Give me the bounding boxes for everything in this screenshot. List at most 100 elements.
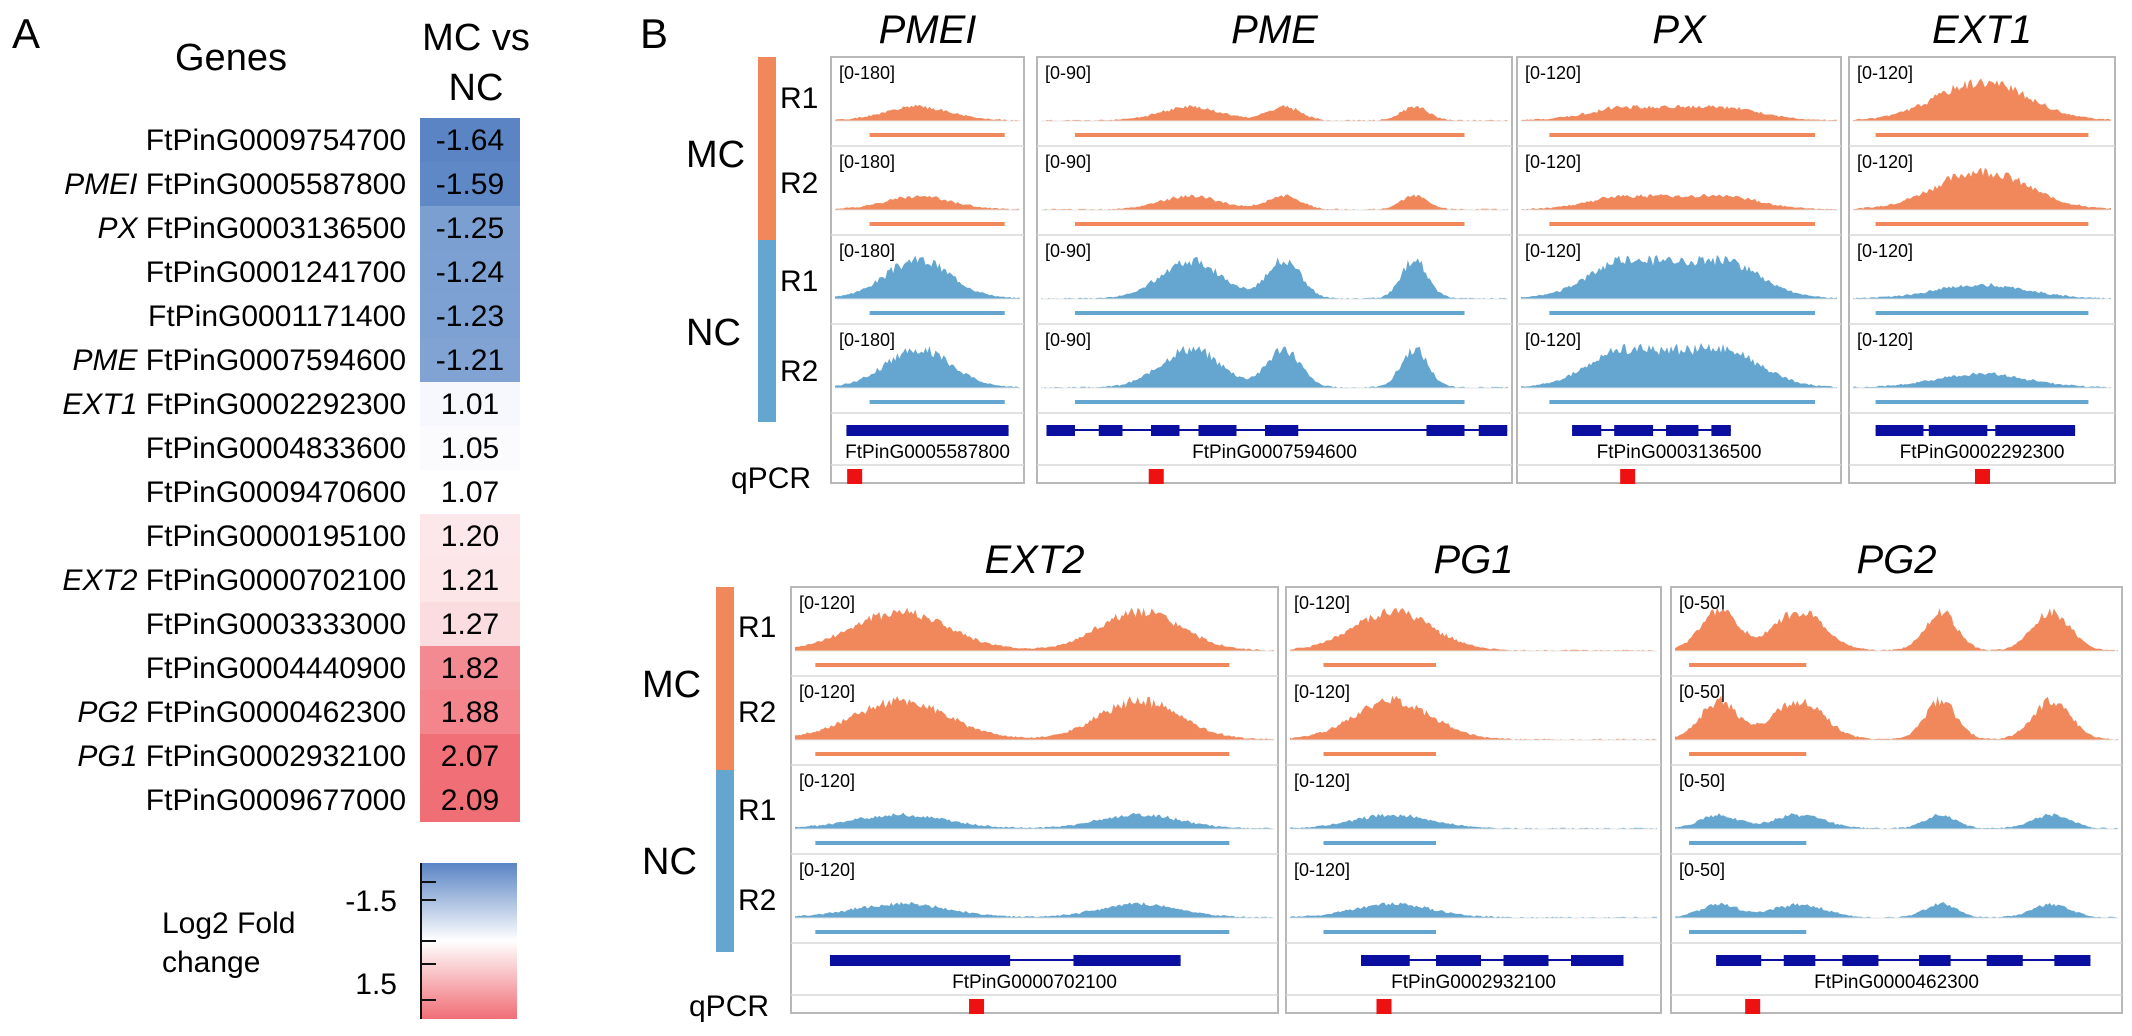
gene-symbol: PG1 — [77, 740, 145, 773]
peak-region — [1323, 930, 1436, 934]
gene-row-label: PG1 FtPinG0002932100 — [77, 740, 406, 773]
gene-id: FtPinG0002932100 — [146, 740, 406, 773]
gene-symbol: PME — [72, 344, 145, 377]
track-frame — [1670, 586, 2123, 1014]
coverage-signal — [1041, 345, 1508, 388]
track-range: [0-120] — [1294, 593, 1350, 613]
track-gene-title: PG2 — [1856, 538, 1936, 582]
qpcr-marker — [847, 469, 863, 484]
track-range: [0-90] — [1045, 63, 1091, 83]
coverage-signal — [1521, 194, 1837, 210]
track-frame — [1285, 586, 1662, 1014]
coverage-signal — [835, 195, 1020, 210]
col-header-line2: NC — [449, 67, 504, 109]
gene-exon — [1986, 955, 2023, 966]
peak-region — [1323, 841, 1436, 845]
coverage-signal — [1041, 194, 1508, 210]
track-range: [0-50] — [1679, 593, 1725, 613]
coverage-signal — [795, 696, 1274, 740]
heatmap-value: 1.01 — [441, 388, 499, 421]
color-legend: -1.5 1.5 Log2 Fold change — [162, 863, 517, 1019]
gene-id: FtPinG0003333000 — [146, 608, 406, 641]
gene-id: FtPinG0001171400 — [148, 300, 406, 333]
track-range: [0-120] — [799, 771, 855, 791]
coverage-signal — [1521, 254, 1837, 299]
sample-bar-top: MC NC R1 R2 R1 R2 qPCR — [686, 57, 818, 495]
panel-b: B MC NC R1 R2 R1 R2 qPCR MC NC R1 R2 R1 … — [640, 8, 2123, 1023]
gene-exon — [846, 425, 1009, 436]
heatmap-value: 2.09 — [441, 784, 499, 817]
gene-exon — [1572, 425, 1602, 436]
gene-exon — [1361, 955, 1410, 966]
gene-exon — [1198, 425, 1237, 436]
track-panel: PME [0-90] [0-90] [0-90] [0-90] FtPinG0007594… — [1036, 8, 1513, 484]
gene-exon — [1995, 425, 2076, 436]
heatmap-row: 1.88 PG2 FtPinG0000462300 — [77, 690, 520, 734]
heatmap-cell — [420, 514, 520, 558]
gene-row-label: EXT1 FtPinG0002292300 — [62, 388, 406, 421]
panel-b-letter: B — [640, 10, 668, 57]
panel-a: A Genes MC vs NC -1.64FtPinG0009754700-1… — [12, 10, 530, 1019]
heatmap-cell — [420, 250, 520, 294]
track-gene-id: FtPinG0003136500 — [1597, 442, 1762, 463]
gene-id: FtPinG0004440900 — [146, 652, 406, 685]
track-range: [0-120] — [1857, 63, 1913, 83]
rep-label: R1 — [738, 794, 776, 827]
track-frame — [1516, 56, 1842, 484]
track-gene-id: FtPinG0000462300 — [1814, 972, 1979, 993]
coverage-signal — [1290, 902, 1657, 918]
gene-id: FtPinG0009754700 — [146, 124, 406, 157]
peak-region — [1549, 311, 1816, 315]
track-gene-title: PME — [1231, 8, 1319, 52]
track-range: [0-120] — [799, 593, 855, 613]
panel-a-letter: A — [12, 10, 40, 57]
gene-exon — [1716, 955, 1762, 966]
peak-region — [1549, 133, 1816, 137]
track-range: [0-180] — [839, 152, 895, 172]
coverage-signal — [1290, 695, 1657, 740]
gene-exon — [1436, 955, 1481, 966]
track-range: [0-90] — [1045, 330, 1091, 350]
heatmap-row: 1.82 FtPinG0004440900 — [146, 646, 520, 690]
gene-exon — [1928, 425, 1988, 436]
track-panel: PG1 [0-120] [0-120] [0-120] [0-120] FtPinG000… — [1285, 538, 1662, 1014]
gene-row-label: FtPinG0000195100 — [146, 520, 406, 553]
heatmap-value: 1.27 — [441, 608, 499, 641]
group-label-nc: NC — [642, 841, 697, 883]
track-gene-id: FtPinG0002292300 — [1900, 442, 2065, 463]
heatmap-value: -1.59 — [436, 168, 504, 201]
coverage-signal — [1675, 813, 2118, 829]
peak-region — [1689, 752, 1807, 756]
track-panel: EXT1 [0-120] [0-120] [0-120] [0-120] FtPinG00… — [1848, 8, 2116, 484]
coverage-signal — [1675, 695, 2118, 740]
heatmap-row: -1.59 PMEI FtPinG0005587800 — [64, 162, 520, 206]
heatmap-value: 1.07 — [441, 476, 499, 509]
coverage-signal — [1041, 257, 1508, 299]
heatmap-row: -1.64 FtPinG0009754700 — [146, 118, 520, 162]
track-frame — [830, 56, 1025, 484]
peak-region — [1323, 663, 1436, 667]
heatmap-cell — [420, 690, 520, 734]
rep-label: R1 — [738, 611, 776, 644]
qpcr-label: qPCR — [689, 990, 769, 1023]
heatmap-cell — [420, 206, 520, 250]
gene-exon — [1426, 425, 1465, 436]
rep-label: R2 — [738, 884, 776, 917]
group-label-mc: MC — [686, 134, 745, 176]
peak-region — [869, 133, 1005, 137]
track-range: [0-120] — [1525, 330, 1581, 350]
track-range: [0-50] — [1679, 771, 1725, 791]
heatmap-cell — [420, 558, 520, 602]
gene-symbol: PX — [97, 212, 145, 245]
rep-label: R2 — [738, 696, 776, 729]
legend-title-line2: change — [162, 946, 260, 979]
gene-row-label: PX FtPinG0003136500 — [97, 212, 406, 245]
qpcr-marker — [1376, 999, 1392, 1014]
col-header-line1: MC vs — [422, 17, 530, 59]
gene-id: FtPinG0002292300 — [146, 388, 406, 421]
peak-region — [1075, 133, 1465, 137]
heatmap-cell — [420, 734, 520, 778]
gene-exon — [1666, 425, 1699, 436]
track-frame — [790, 586, 1279, 1014]
